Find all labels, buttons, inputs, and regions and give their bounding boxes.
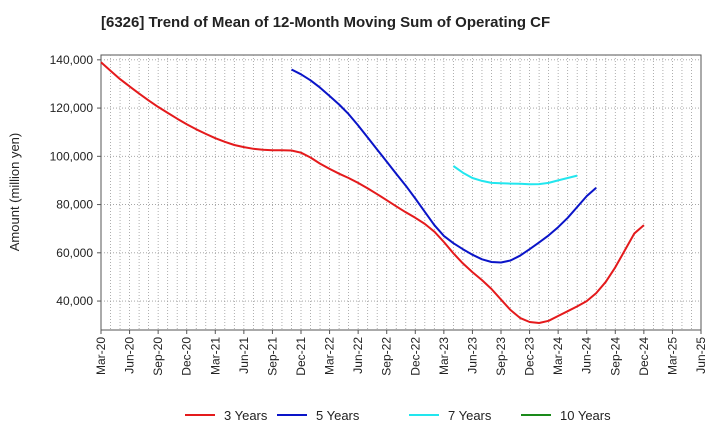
y-tick-label: 120,000 — [50, 101, 94, 115]
y-tick-label: 100,000 — [50, 149, 94, 163]
x-tick-label: Sep-20 — [151, 337, 165, 376]
x-tick-label: Dec-23 — [523, 337, 537, 376]
grid-lines — [101, 55, 701, 330]
x-tick-label: Jun-22 — [351, 337, 365, 374]
y-axis-ticks: 40,000 60,000 80,000 100,000 120,000 140,000 — [50, 53, 101, 308]
x-tick-label: Dec-20 — [180, 337, 194, 376]
x-tick-label: Mar-21 — [208, 337, 222, 375]
legend-label: 10 Years — [560, 408, 611, 423]
legend-label: 7 Years — [448, 408, 492, 423]
legend-label: 3 Years — [224, 408, 268, 423]
x-tick-label: Jun-24 — [580, 337, 594, 374]
x-tick-label: Sep-22 — [380, 337, 394, 376]
x-tick-label: Sep-23 — [494, 337, 508, 376]
legend: 3 Years 5 Years 7 Years 10 Years — [185, 408, 611, 423]
series-lines — [100, 61, 645, 324]
x-axis-ticks: Mar-20 Jun-20 Sep-20 Dec-20 Mar-21 Jun-21 Sep-… — [94, 330, 708, 376]
legend-label: 5 Years — [316, 408, 360, 423]
x-tick-label: Dec-21 — [294, 337, 308, 376]
y-tick-label: 80,000 — [56, 198, 93, 212]
y-tick-label: 40,000 — [56, 294, 93, 308]
x-tick-label: Mar-25 — [665, 337, 679, 375]
series-line-5-years — [291, 68, 597, 264]
chart-title: [6326] Trend of Mean of 12-Month Moving … — [101, 14, 551, 31]
y-tick-label: 140,000 — [50, 53, 94, 67]
x-tick-label: Jun-20 — [123, 337, 137, 374]
series-line-3-years — [100, 61, 645, 324]
x-tick-label: Mar-23 — [437, 337, 451, 375]
x-tick-label: Dec-22 — [408, 337, 422, 376]
x-tick-label: Mar-22 — [323, 337, 337, 375]
x-tick-label: Jun-25 — [694, 337, 708, 374]
plot-area — [100, 54, 702, 331]
y-axis-label: Amount (million yen) — [7, 133, 22, 252]
x-tick-label: Mar-20 — [94, 337, 108, 375]
x-tick-label: Jun-23 — [465, 337, 479, 374]
x-tick-label: Sep-21 — [265, 337, 279, 376]
x-tick-label: Dec-24 — [637, 337, 651, 376]
y-tick-label: 60,000 — [56, 246, 93, 260]
x-tick-label: Jun-21 — [237, 337, 251, 374]
x-tick-label: Mar-24 — [551, 337, 565, 375]
series-line-7-years — [452, 165, 578, 186]
x-tick-label: Sep-24 — [608, 337, 622, 376]
